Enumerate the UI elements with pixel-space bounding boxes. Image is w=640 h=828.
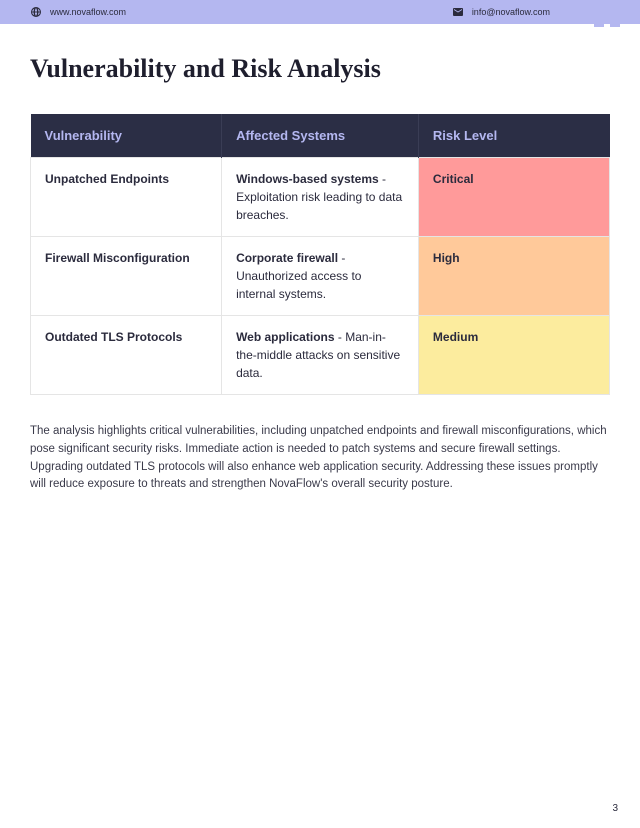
col-risk: Risk Level [418,114,609,158]
mail-icon [452,6,464,18]
table-header-row: Vulnerability Affected Systems Risk Leve… [31,114,610,158]
table-row: Unpatched EndpointsWindows-based systems… [31,158,610,237]
affected-cell: Corporate firewall - Unauthorized access… [222,237,419,316]
col-vulnerability: Vulnerability [31,114,222,158]
vulnerability-cell: Unpatched Endpoints [31,158,222,237]
header-accent [594,0,640,24]
risk-level-cell: High [418,237,609,316]
vulnerability-cell: Firewall Misconfiguration [31,237,222,316]
page-number: 3 [612,803,618,814]
page-title: Vulnerability and Risk Analysis [30,54,610,84]
website-text: www.novaflow.com [50,7,126,17]
affected-cell: Windows-based systems - Exploitation ris… [222,158,419,237]
header-website: www.novaflow.com [30,6,126,18]
globe-icon [30,6,42,18]
header-email: info@novaflow.com [452,6,550,18]
col-affected: Affected Systems [222,114,419,158]
risk-level-cell: Medium [418,316,609,395]
affected-system-name: Corporate firewall [236,251,338,265]
affected-system-name: Windows-based systems [236,172,379,186]
affected-cell: Web applications - Man-in-the-middle att… [222,316,419,395]
header-bar: www.novaflow.com info@novaflow.com [0,0,640,24]
table-row: Firewall MisconfigurationCorporate firew… [31,237,610,316]
vulnerability-cell: Outdated TLS Protocols [31,316,222,395]
affected-system-name: Web applications [236,330,334,344]
accent-bar [610,0,620,27]
accent-bar [594,0,604,27]
risk-table: Vulnerability Affected Systems Risk Leve… [30,114,610,395]
page-content: Vulnerability and Risk Analysis Vulnerab… [0,24,640,494]
table-row: Outdated TLS ProtocolsWeb applications -… [31,316,610,395]
email-text: info@novaflow.com [472,7,550,17]
summary-text: The analysis highlights critical vulnera… [30,423,610,494]
risk-level-cell: Critical [418,158,609,237]
